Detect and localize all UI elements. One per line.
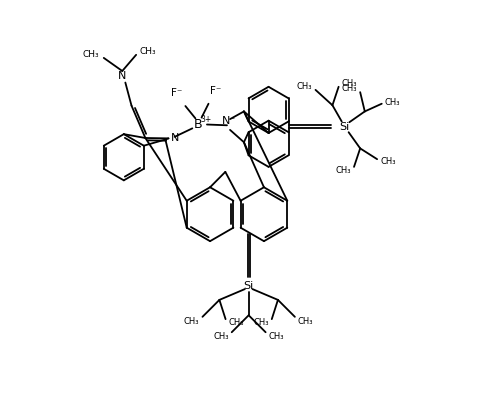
Text: CH₃: CH₃ [381,157,396,166]
Text: CH₃: CH₃ [342,84,357,93]
Text: N: N [118,71,126,82]
Text: CH₃: CH₃ [253,318,268,328]
Text: F⁻: F⁻ [210,86,221,96]
Text: CH₃: CH₃ [228,318,244,328]
Text: CH₃: CH₃ [213,332,228,342]
Text: 3+: 3+ [200,115,212,124]
Text: F⁻: F⁻ [171,88,182,98]
Text: CH₃: CH₃ [298,317,314,326]
Text: CH₃: CH₃ [336,166,351,175]
Text: CH₃: CH₃ [139,47,156,56]
Text: CH₃: CH₃ [184,317,200,326]
Text: N⁻: N⁻ [222,116,236,126]
Text: B: B [194,118,202,131]
Text: Si: Si [244,281,254,291]
Text: CH₃: CH₃ [385,98,400,107]
Text: CH₃: CH₃ [82,50,99,59]
Text: CH₃: CH₃ [268,332,284,342]
Text: CH₃: CH₃ [297,82,312,91]
Text: CH₃: CH₃ [342,79,357,88]
Text: N: N [170,133,179,143]
Text: Si: Si [340,122,350,132]
